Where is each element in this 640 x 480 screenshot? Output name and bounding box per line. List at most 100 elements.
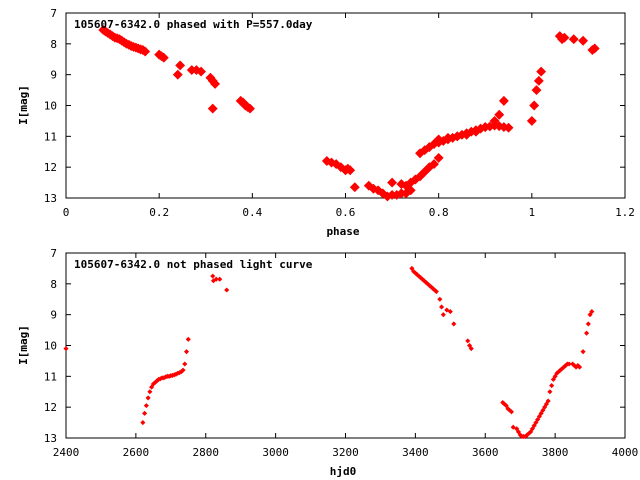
data-point	[452, 131, 463, 142]
y-tick-label: 10	[44, 340, 57, 353]
x-tick-label: 3400	[402, 446, 429, 459]
data-point	[245, 103, 255, 114]
y-tick-label: 12	[44, 401, 57, 414]
y-tick-label: 12	[44, 161, 57, 174]
data-point	[210, 78, 221, 89]
data-point	[545, 398, 551, 404]
unphased-chart-ticks: 2400 2600 2800 3000 3200 3400 3600 3800 4000 7 8 9 1…	[44, 247, 639, 459]
data-point	[63, 346, 69, 352]
data-point	[433, 152, 444, 163]
data-point	[183, 349, 190, 355]
data-point	[529, 100, 540, 111]
x-tick-label: 3600	[472, 446, 499, 459]
data-point	[566, 361, 572, 367]
data-point	[585, 321, 591, 327]
data-point	[140, 46, 151, 57]
data-point	[224, 287, 230, 293]
data-point	[140, 420, 146, 426]
data-point	[461, 129, 472, 140]
data-point	[196, 66, 207, 77]
y-tick-label: 13	[44, 432, 57, 445]
phased-chart: 0 0.2 0.4 0.6 0.8 1 1.2 7 8 9 10 11 12 13 105607-6342…	[17, 7, 635, 238]
data-point	[217, 276, 223, 282]
x-tick-label: 3800	[542, 446, 569, 459]
x-tick-label: 3000	[262, 446, 289, 459]
unphased-chart: 2400 2600 2800 3000 3200 3400 3600 3800 4000 7 8 9 1…	[17, 247, 638, 478]
data-point	[536, 66, 547, 77]
data-point	[508, 409, 514, 415]
data-point	[182, 361, 188, 367]
data-point	[580, 349, 586, 355]
phased-chart-points	[98, 25, 600, 202]
y-tick-label: 11	[44, 370, 57, 383]
x-tick-label: 4000	[612, 446, 639, 459]
data-point	[142, 410, 148, 416]
x-tick-label: 1	[529, 206, 536, 219]
data-point	[439, 304, 445, 310]
data-point	[451, 321, 457, 327]
phased-chart-title: 105607-6342.0 phased with P=557.0day	[74, 18, 313, 31]
data-point	[147, 389, 153, 395]
y-tick-label: 8	[50, 38, 57, 51]
data-point	[185, 336, 191, 342]
data-point	[175, 60, 186, 71]
data-point	[433, 288, 439, 295]
data-point	[584, 330, 590, 336]
x-tick-label: 0.8	[429, 206, 449, 219]
x-tick-label: 0.4	[242, 206, 262, 219]
data-point	[465, 338, 471, 344]
data-point	[387, 177, 398, 188]
phased-chart-ticks: 0 0.2 0.4 0.6 0.8 1 1.2 7 8 9 10 11 12 13	[44, 7, 635, 219]
data-point	[349, 182, 360, 193]
data-point	[443, 132, 453, 143]
y-tick-label: 7	[50, 7, 57, 20]
data-point	[145, 395, 151, 401]
data-point	[533, 75, 544, 86]
data-point	[498, 95, 509, 106]
x-tick-label: 1.2	[615, 206, 635, 219]
data-point	[180, 367, 186, 373]
unphased-chart-xlabel: hjd0	[330, 465, 357, 478]
phased-chart-ylabel: I[mag]	[17, 85, 30, 125]
data-point	[143, 403, 149, 409]
data-point	[547, 389, 553, 395]
data-point	[437, 296, 443, 302]
x-tick-label: 2800	[193, 446, 220, 459]
data-point	[345, 165, 356, 176]
x-tick-label: 0.2	[149, 206, 169, 219]
data-point	[447, 309, 453, 315]
data-point	[440, 312, 446, 318]
unphased-chart-ylabel: I[mag]	[17, 325, 30, 365]
data-point	[549, 383, 555, 389]
unphased-chart-points	[63, 265, 595, 440]
data-point	[210, 273, 216, 279]
data-point	[568, 34, 579, 45]
x-tick-label: 3200	[332, 446, 359, 459]
x-tick-label: 0	[63, 206, 70, 219]
data-point	[433, 134, 444, 145]
y-tick-label: 13	[44, 192, 57, 205]
y-tick-label: 11	[44, 130, 57, 143]
data-point	[526, 115, 537, 126]
data-point	[531, 85, 542, 96]
y-tick-label: 8	[50, 278, 57, 291]
x-tick-label: 0.6	[336, 206, 356, 219]
data-point	[207, 103, 218, 114]
data-point	[468, 346, 474, 352]
data-point	[213, 276, 219, 282]
data-point	[172, 69, 183, 80]
y-tick-label: 9	[50, 309, 57, 322]
x-tick-label: 2400	[53, 446, 80, 459]
data-point	[470, 126, 481, 137]
y-tick-label: 10	[44, 100, 57, 113]
data-point	[589, 43, 600, 54]
unphased-chart-title: 105607-6342.0 not phased light curve	[74, 258, 313, 271]
data-point	[429, 159, 439, 170]
x-tick-label: 2600	[123, 446, 150, 459]
data-point	[158, 52, 169, 63]
y-tick-label: 7	[50, 247, 57, 260]
data-point	[559, 32, 570, 43]
data-point	[578, 35, 589, 46]
y-tick-label: 9	[50, 69, 57, 82]
